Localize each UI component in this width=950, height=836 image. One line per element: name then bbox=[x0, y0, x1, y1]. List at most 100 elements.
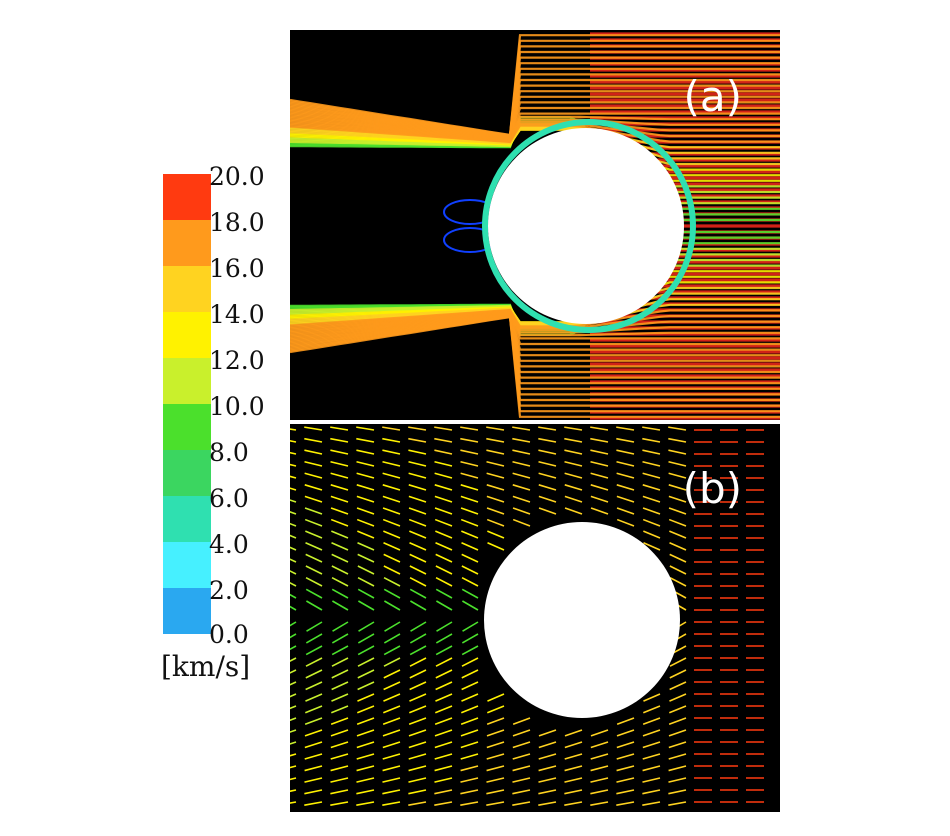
velocity-vector bbox=[564, 507, 583, 515]
colorbar-unit-label: [km/s] bbox=[161, 650, 251, 683]
velocity-vector bbox=[486, 717, 505, 726]
velocity-vector bbox=[304, 449, 323, 455]
velocity-vector bbox=[290, 463, 297, 467]
velocity-vector bbox=[564, 449, 583, 455]
velocity-vector bbox=[382, 518, 401, 527]
colorbar-tick-label: 12.0 bbox=[209, 346, 265, 375]
velocity-vector bbox=[356, 729, 375, 737]
velocity-vector bbox=[512, 460, 531, 467]
velocity-vector bbox=[408, 449, 427, 455]
velocity-vector bbox=[383, 669, 401, 679]
velocity-vector bbox=[461, 542, 479, 551]
velocity-vector bbox=[512, 484, 531, 491]
velocity-vector bbox=[356, 426, 375, 431]
velocity-vector bbox=[512, 495, 531, 503]
velocity-vector bbox=[332, 600, 349, 611]
velocity-vector bbox=[383, 657, 401, 667]
velocity-vector bbox=[460, 460, 479, 467]
velocity-vector bbox=[669, 530, 687, 539]
velocity-vector bbox=[410, 621, 427, 632]
velocity-vector bbox=[382, 705, 401, 714]
velocity-vector bbox=[590, 495, 609, 503]
velocity-vector bbox=[642, 777, 661, 783]
velocity-vector bbox=[435, 633, 453, 644]
velocity-vector bbox=[408, 507, 427, 515]
velocity-vector bbox=[512, 426, 531, 431]
velocity-vector bbox=[538, 753, 557, 760]
velocity-vector bbox=[304, 460, 323, 467]
velocity-vector bbox=[408, 426, 427, 431]
velocity-vector bbox=[304, 484, 323, 491]
velocity-vector bbox=[616, 729, 635, 737]
velocity-vector bbox=[331, 565, 349, 575]
velocity-vector bbox=[331, 633, 349, 644]
velocity-vector bbox=[590, 426, 609, 431]
velocity-vector bbox=[408, 484, 427, 491]
velocity-vector bbox=[642, 801, 661, 806]
velocity-vector bbox=[434, 705, 453, 714]
velocity-vector bbox=[538, 449, 557, 455]
velocity-vector bbox=[357, 693, 375, 702]
velocity-vector bbox=[616, 495, 635, 503]
velocity-vector bbox=[409, 669, 427, 679]
velocity-vector bbox=[668, 789, 687, 795]
velocity-vector bbox=[331, 657, 349, 667]
colorbar-tick-label: 4.0 bbox=[209, 530, 249, 559]
velocity-vector bbox=[290, 801, 297, 804]
velocity-vector bbox=[486, 507, 505, 515]
velocity-vector bbox=[356, 801, 375, 806]
velocity-vector bbox=[290, 522, 297, 527]
velocity-vector bbox=[590, 753, 609, 760]
velocity-vector bbox=[434, 801, 453, 806]
velocity-vector bbox=[460, 765, 479, 772]
velocity-vector bbox=[538, 741, 557, 749]
velocity-vector bbox=[305, 681, 323, 691]
obstacle-sphere bbox=[484, 522, 680, 718]
velocity-vector bbox=[590, 741, 609, 749]
velocity-vector bbox=[435, 553, 453, 563]
velocity-vector bbox=[290, 633, 297, 639]
velocity-vector bbox=[435, 588, 453, 599]
velocity-vector bbox=[538, 495, 557, 503]
velocity-vector bbox=[330, 484, 349, 491]
velocity-vector bbox=[409, 693, 427, 702]
velocity-vector bbox=[304, 753, 323, 760]
velocity-vector bbox=[590, 460, 609, 467]
velocity-vector bbox=[669, 576, 687, 587]
velocity-vector bbox=[460, 729, 479, 737]
velocity-vector bbox=[383, 633, 401, 644]
colorbar bbox=[163, 174, 211, 634]
velocity-vector bbox=[382, 437, 401, 443]
velocity-vector bbox=[564, 460, 583, 467]
velocity-vector bbox=[290, 593, 297, 599]
velocity-vector bbox=[668, 472, 687, 479]
velocity-vector bbox=[358, 621, 375, 632]
velocity-vector bbox=[408, 741, 427, 749]
velocity-vector bbox=[642, 518, 661, 527]
velocity-vector bbox=[642, 507, 661, 515]
velocity-vector bbox=[305, 588, 323, 599]
velocity-vector bbox=[460, 495, 479, 503]
velocity-vector bbox=[304, 765, 323, 772]
velocity-vector bbox=[590, 437, 609, 443]
velocity-vector bbox=[382, 449, 401, 455]
velocity-vector bbox=[356, 472, 375, 479]
velocity-vector bbox=[435, 693, 453, 702]
velocity-vector bbox=[461, 633, 479, 644]
velocity-vector bbox=[512, 765, 531, 772]
velocity-vector bbox=[290, 681, 297, 686]
velocity-vector bbox=[460, 705, 479, 714]
velocity-vector bbox=[642, 472, 661, 479]
velocity-vector bbox=[435, 576, 453, 587]
streamline bbox=[290, 34, 780, 137]
velocity-vector bbox=[486, 437, 505, 443]
velocity-vector bbox=[616, 449, 635, 455]
velocity-vector bbox=[330, 717, 349, 726]
velocity-vector bbox=[461, 681, 479, 691]
velocity-vector bbox=[357, 553, 375, 563]
velocity-vector bbox=[304, 705, 323, 714]
velocity-vector bbox=[434, 777, 453, 783]
velocity-vector bbox=[290, 428, 297, 431]
velocity-vector bbox=[408, 789, 427, 795]
velocity-vector bbox=[357, 681, 375, 691]
